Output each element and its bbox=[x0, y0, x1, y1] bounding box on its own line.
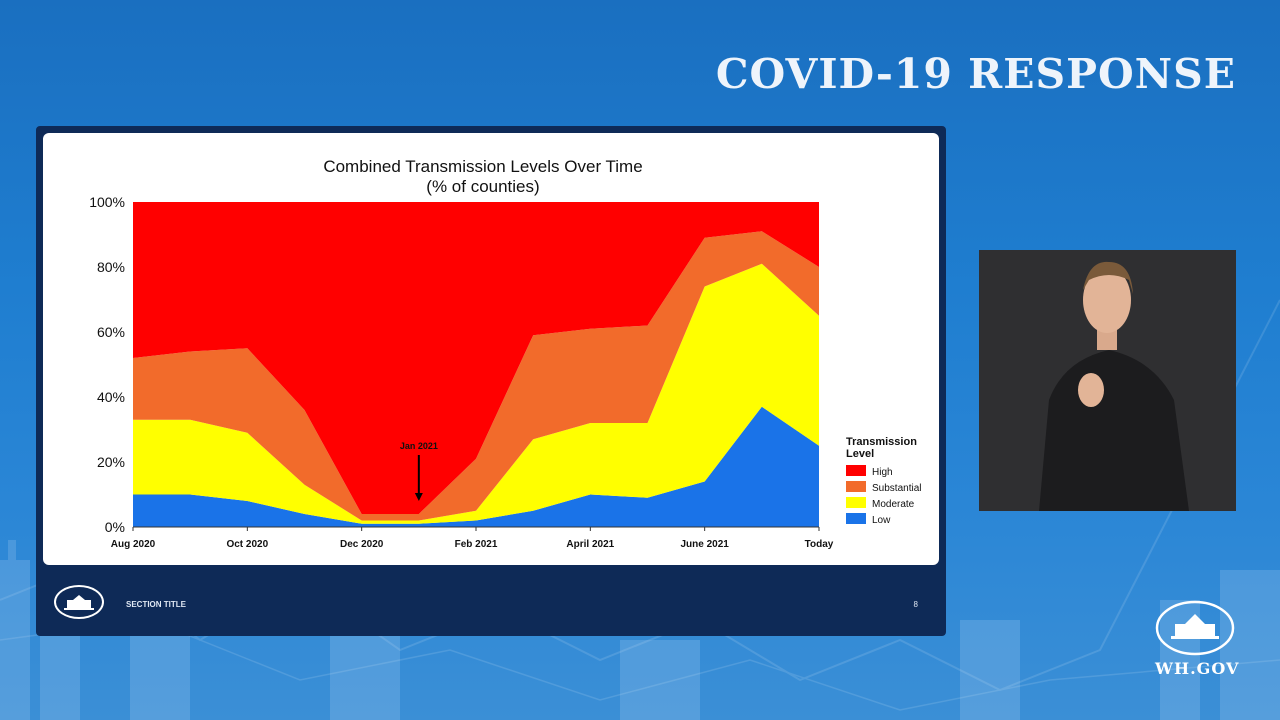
x-axis: Aug 2020 Oct 2020 Dec 2020 Feb 2021 April 20… bbox=[111, 527, 834, 550]
y-tick-label: 40% bbox=[97, 389, 125, 405]
area-low bbox=[133, 406, 819, 527]
x-tick-label: June 2021 bbox=[680, 539, 729, 550]
legend-swatch-substantial bbox=[846, 481, 866, 492]
chart-subtitle: (% of counties) bbox=[426, 177, 540, 196]
page-number: 8 bbox=[913, 600, 918, 609]
annotation-arrow-head bbox=[414, 493, 423, 501]
x-tick-label: Feb 2021 bbox=[455, 539, 498, 550]
legend-swatch-low bbox=[846, 513, 866, 524]
white-house-logo-icon bbox=[1155, 600, 1235, 656]
covid-response-banner: COVID-19 RESPONSE bbox=[715, 50, 1236, 98]
legend-label-high: High bbox=[872, 467, 893, 478]
wh-gov-label: WH.GOV bbox=[1155, 659, 1240, 678]
slide-footer: SECTION TITLE 8 bbox=[36, 571, 946, 636]
x-tick-label: April 2021 bbox=[566, 539, 614, 550]
legend-title: Level bbox=[846, 448, 874, 460]
chart-title: Combined Transmission Levels Over Time bbox=[323, 157, 643, 176]
white-house-seal-icon bbox=[54, 585, 104, 619]
legend-label-substantial: Substantial bbox=[872, 483, 921, 494]
transmission-area-chart: 0% 20% 40% 60% 80% 100% Aug 2020 Oct 2020 Dec 2… bbox=[89, 194, 921, 550]
legend-title: Transmission bbox=[846, 436, 917, 448]
y-tick-label: 80% bbox=[97, 259, 125, 275]
sign-language-interpreter-video bbox=[979, 250, 1236, 511]
area-high bbox=[133, 202, 819, 514]
background-skyline bbox=[0, 540, 1280, 720]
slide-content: Combined Transmission Levels Over Time (… bbox=[43, 133, 939, 565]
x-tick-label: Aug 2020 bbox=[111, 539, 156, 550]
x-tick-label: Today bbox=[805, 539, 834, 550]
y-tick-label: 0% bbox=[105, 519, 125, 535]
legend-swatch-moderate bbox=[846, 497, 866, 508]
x-tick-label: Dec 2020 bbox=[340, 539, 384, 550]
legend-label-low: Low bbox=[872, 515, 891, 526]
y-tick-label: 100% bbox=[89, 194, 125, 210]
annotation-label: Jan 2021 bbox=[400, 441, 438, 451]
legend-swatch-high bbox=[846, 465, 866, 476]
area-substantial bbox=[133, 231, 819, 521]
y-tick-label: 60% bbox=[97, 324, 125, 340]
section-title: SECTION TITLE bbox=[126, 600, 186, 609]
chart-annotation: Jan 2021 bbox=[400, 441, 438, 501]
y-tick-label: 20% bbox=[97, 454, 125, 470]
x-tick-label: Oct 2020 bbox=[226, 539, 268, 550]
legend-label-moderate: Moderate bbox=[872, 499, 915, 510]
area-layers bbox=[133, 202, 819, 527]
presentation-slide: Combined Transmission Levels Over Time (… bbox=[36, 126, 946, 636]
area-moderate bbox=[133, 263, 819, 524]
